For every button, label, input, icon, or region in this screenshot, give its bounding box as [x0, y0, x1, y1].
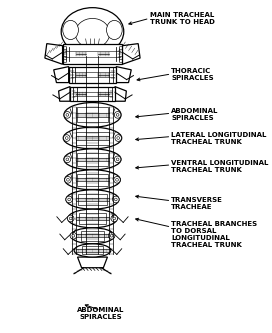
Bar [70, 87, 115, 101]
Ellipse shape [63, 135, 70, 141]
Bar [63, 44, 122, 64]
Text: TRANSVERSE
TRACHEAE: TRANSVERSE TRACHEAE [171, 196, 223, 210]
Ellipse shape [66, 114, 69, 116]
Ellipse shape [70, 232, 77, 239]
Text: MAIN TRACHEAL
TRUNK TO HEAD: MAIN TRACHEAL TRUNK TO HEAD [150, 12, 215, 25]
Ellipse shape [65, 137, 68, 139]
Bar [82, 246, 103, 254]
Ellipse shape [68, 209, 117, 228]
Ellipse shape [74, 244, 111, 257]
Ellipse shape [113, 217, 116, 220]
Ellipse shape [64, 156, 71, 163]
Ellipse shape [114, 176, 120, 183]
Bar [76, 132, 109, 145]
Ellipse shape [116, 178, 118, 181]
Ellipse shape [65, 170, 120, 190]
Ellipse shape [116, 114, 119, 116]
Text: THORACIC
SPIRACLES: THORACIC SPIRACLES [171, 68, 214, 82]
Ellipse shape [114, 156, 121, 163]
Text: LATERAL LONGITUDINAL
TRACHEAL TRUNK: LATERAL LONGITUDINAL TRACHEAL TRUNK [171, 132, 267, 145]
Ellipse shape [66, 190, 119, 209]
Text: VENTRAL LONGITUDINAL
TRACHEAL TRUNK: VENTRAL LONGITUDINAL TRACHEAL TRUNK [171, 160, 269, 173]
Ellipse shape [113, 196, 119, 203]
Ellipse shape [72, 234, 75, 237]
Bar [77, 153, 108, 166]
Ellipse shape [68, 198, 70, 201]
Ellipse shape [65, 176, 71, 183]
Bar [77, 174, 108, 186]
Ellipse shape [111, 215, 118, 222]
Ellipse shape [115, 135, 122, 141]
Ellipse shape [114, 112, 121, 118]
Text: TRACHEAL BRANCHES
TO DORSAL
LONGITUDINAL
TRACHEAL TRUNK: TRACHEAL BRANCHES TO DORSAL LONGITUDINAL… [171, 221, 258, 248]
Ellipse shape [64, 149, 121, 170]
Bar [78, 194, 107, 205]
Ellipse shape [67, 215, 74, 222]
Ellipse shape [108, 232, 115, 239]
Ellipse shape [75, 18, 110, 48]
Bar [69, 67, 116, 83]
Ellipse shape [66, 196, 72, 203]
Ellipse shape [67, 178, 69, 181]
Text: ABDOMINAL
SPIRACLES: ABDOMINAL SPIRACLES [171, 108, 219, 122]
Ellipse shape [69, 217, 72, 220]
Text: ABDOMINAL
SPIRACLES: ABDOMINAL SPIRACLES [77, 307, 124, 320]
Ellipse shape [107, 20, 122, 40]
Ellipse shape [63, 127, 122, 149]
Ellipse shape [64, 103, 121, 127]
Bar [81, 231, 104, 240]
Ellipse shape [115, 198, 117, 201]
Bar [77, 108, 108, 122]
Ellipse shape [61, 8, 124, 56]
Ellipse shape [66, 158, 69, 161]
Ellipse shape [110, 234, 113, 237]
Ellipse shape [117, 137, 120, 139]
Ellipse shape [64, 112, 71, 118]
Bar [79, 213, 106, 224]
Ellipse shape [63, 20, 78, 40]
Ellipse shape [71, 228, 114, 244]
Ellipse shape [116, 158, 119, 161]
